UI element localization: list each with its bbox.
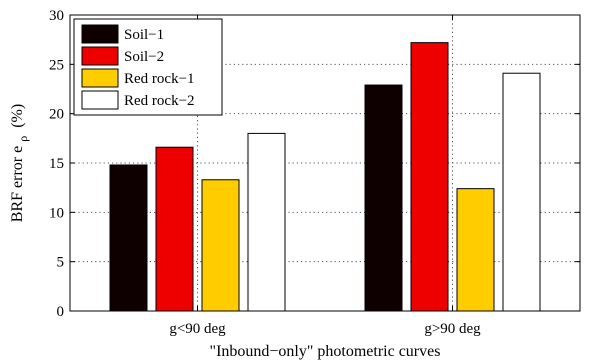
legend-label: Red rock−2 xyxy=(124,93,195,109)
y-tick-label: 10 xyxy=(49,205,64,221)
x-tick-label: g<90 deg xyxy=(169,321,226,337)
bar-soil-1-2 xyxy=(364,84,403,312)
legend-label: Red rock−1 xyxy=(124,71,195,87)
legend: Soil−1 Soil−2 Red rock−1 Red rock−2 xyxy=(73,18,223,116)
legend-swatch xyxy=(81,46,119,66)
y-axis-label: BRF error e ρ (%) xyxy=(9,104,31,222)
y-axis-ticks: 0 5 10 15 20 25 30 xyxy=(49,8,580,320)
bar-red-rock-1-1 xyxy=(201,179,240,312)
x-axis-ticks: g<90 deg g>90 deg xyxy=(169,15,481,337)
y-tick-label: 20 xyxy=(49,107,64,123)
legend-label: Soil−2 xyxy=(124,49,164,65)
bar-soil-1-1 xyxy=(109,164,148,312)
legend-label: Soil−1 xyxy=(124,27,164,43)
x-axis-label: "Inbound−only" photometric curves xyxy=(210,343,441,360)
bar-soil-2-2 xyxy=(410,42,449,312)
x-tick-label: g>90 deg xyxy=(424,321,481,337)
y-axis-label-subscript: ρ xyxy=(16,136,30,142)
bar-red-rock-2-2 xyxy=(502,72,541,312)
y-axis-label-main: BRF error e xyxy=(9,146,26,222)
legend-items: Soil−1 Soil−2 Red rock−1 Red rock−2 xyxy=(81,24,195,110)
bar-red-rock-1-2 xyxy=(456,188,495,312)
y-tick-label: 0 xyxy=(57,304,65,320)
legend-swatch xyxy=(81,24,119,44)
bars xyxy=(109,42,541,312)
y-tick-label: 25 xyxy=(49,57,64,73)
bar-soil-2-1 xyxy=(155,146,194,312)
y-axis-label-unit: (%) xyxy=(9,104,26,128)
legend-swatch xyxy=(81,68,119,88)
y-tick-label: 15 xyxy=(49,156,64,172)
bar-red-rock-2-1 xyxy=(247,132,286,312)
y-tick-label: 30 xyxy=(49,8,64,24)
legend-swatch xyxy=(81,90,119,110)
y-tick-label: 5 xyxy=(57,255,65,271)
svg-text:BRF error e ρ (%): BRF error e ρ (%) xyxy=(9,104,31,222)
